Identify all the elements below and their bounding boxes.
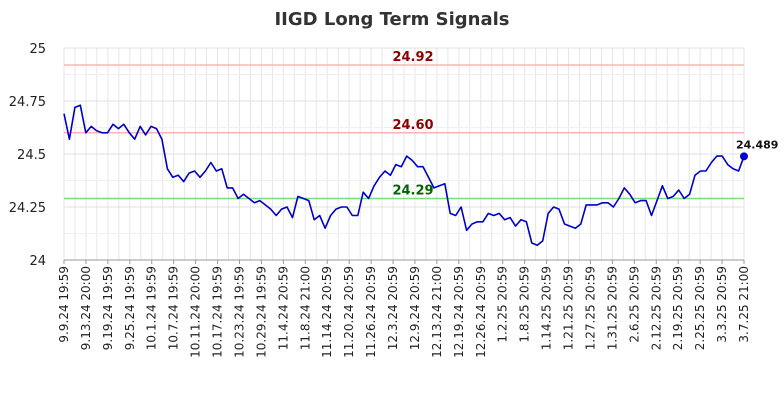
x-tick-label: 1.21.25 20:59: [562, 266, 576, 350]
last-value-label: 24.489: [736, 138, 778, 151]
x-tick-label: 11.20.24 20:59: [342, 266, 356, 358]
reference-lines: 24.92 24.60 24.29: [64, 50, 744, 200]
x-tick-label: 12.9.24 20:59: [408, 266, 422, 350]
reference-label: 24.29: [392, 184, 433, 199]
y-tick-label: 25: [29, 42, 46, 57]
x-axis-ticks: 9.9.24 19:59 9.13.24 20:00 9.19.24 19:59 9.…: [57, 260, 751, 358]
x-tick-label: 2.6.25 20:59: [627, 266, 641, 343]
x-tick-label: 1.8.25 20:59: [518, 266, 532, 343]
x-tick-label: 9.13.24 20:00: [79, 266, 93, 350]
x-tick-label: 12.19.24 20:59: [452, 266, 466, 358]
x-tick-label: 11.4.24 20:59: [276, 266, 290, 350]
x-tick-label: 11.26.24 20:59: [364, 266, 378, 358]
x-tick-label: 10.29.24 19:59: [254, 266, 268, 358]
x-tick-label: 9.25.24 19:59: [123, 266, 137, 350]
grid-lines: [63, 47, 745, 261]
x-tick-label: 10.23.24 19:59: [232, 266, 246, 358]
x-tick-label: 12.26.24 20:59: [474, 266, 488, 358]
last-value-marker: 24.489: [736, 138, 778, 161]
y-tick-label: 24.5: [17, 148, 46, 163]
y-tick-label: 24: [29, 254, 46, 269]
reference-label: 24.60: [392, 118, 433, 133]
x-tick-label: 3.3.25 20:59: [715, 266, 729, 343]
x-tick-label: 3.7.25 21:00: [737, 266, 751, 343]
x-tick-label: 1.2.25 20:59: [496, 266, 510, 343]
chart-title: IIGD Long Term Signals: [274, 9, 509, 30]
x-tick-label: 2.25.25 20:59: [693, 266, 707, 350]
x-tick-label: 9.9.24 19:59: [57, 266, 71, 343]
y-tick-label: 24.75: [9, 95, 46, 110]
x-tick-label: 2.19.25 20:59: [671, 266, 685, 350]
x-tick-label: 10.7.24 19:59: [167, 266, 181, 350]
x-tick-label: 10.1.24 19:59: [145, 266, 159, 350]
x-tick-label: 1.27.25 20:59: [583, 266, 597, 350]
x-tick-label: 2.12.25 20:59: [649, 266, 663, 350]
series-line: [63, 104, 745, 246]
reference-label: 24.92: [392, 50, 433, 65]
price-series: [63, 104, 745, 246]
x-tick-label: 9.19.24 19:59: [101, 266, 115, 350]
x-tick-label: 11.14.24 20:59: [320, 266, 334, 358]
x-tick-label: 12.13.24 21:00: [430, 266, 444, 358]
x-tick-label: 1.31.25 20:59: [605, 266, 619, 350]
y-tick-label: 24.25: [9, 201, 46, 216]
x-tick-label: 11.8.24 21:00: [298, 266, 312, 350]
x-tick-label: 12.3.24 20:59: [386, 266, 400, 350]
x-tick-label: 10.17.24 19:59: [211, 266, 225, 358]
x-tick-label: 1.14.25 20:59: [540, 266, 554, 350]
y-axis-ticks: 24 24.25 24.5 24.75 25: [9, 42, 46, 269]
last-value-dot: [740, 152, 748, 161]
x-tick-label: 10.11.24 20:00: [189, 266, 203, 358]
